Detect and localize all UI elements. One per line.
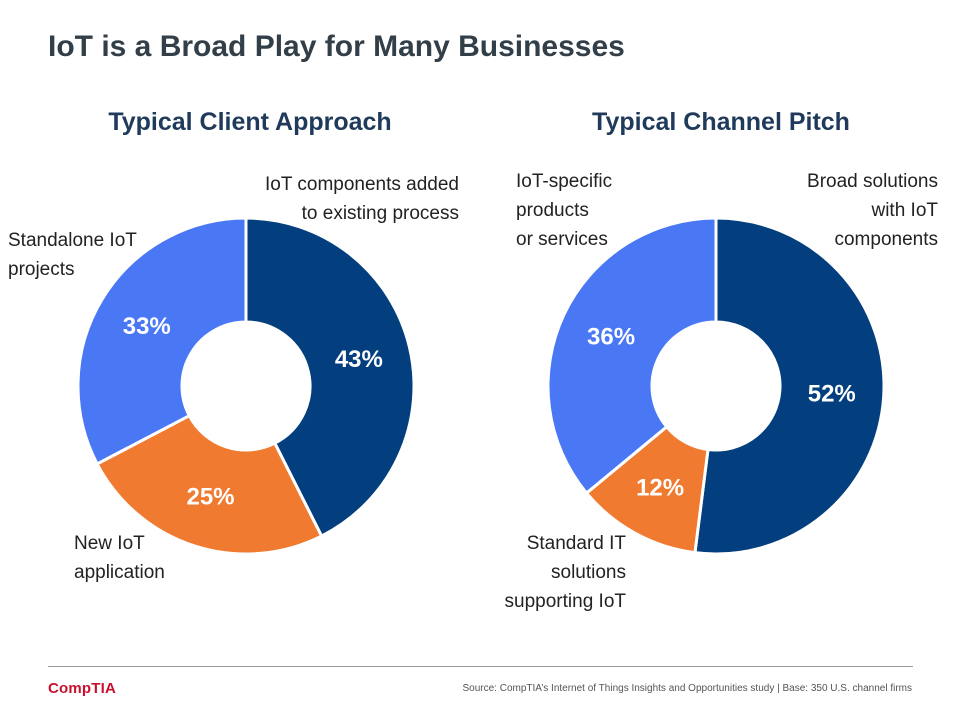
source-note: Source: CompTIA’s Internet of Things Ins…: [462, 683, 913, 694]
channel-slice-label-1: 12%: [636, 475, 684, 502]
client-slice-0: [244, 216, 416, 539]
callout-broad-solutions: Broad solutions with IoT components: [807, 171, 938, 250]
chart-title-client-approach: Typical Client Approach: [108, 108, 392, 136]
client-slice-1: [95, 413, 324, 556]
callout-standalone-projects: Standalone IoT projects: [8, 230, 137, 280]
client-slice-label-2: 33%: [123, 313, 171, 340]
chart-title-channel-pitch: Typical Channel Pitch: [592, 108, 850, 136]
comptia-logo: CompTIA: [48, 680, 117, 697]
callout-new-application: New IoT application: [74, 533, 165, 583]
client-slice-label-0: 43%: [335, 346, 383, 373]
callout-existing-process: IoT components added to existing process: [264, 174, 459, 224]
footer-divider: [48, 666, 913, 667]
channel-slice-2: [546, 216, 718, 496]
channel-slice-label-2: 36%: [587, 324, 635, 351]
channel-slice-0: [693, 216, 886, 556]
callout-standard-it: Standard IT solutions supporting IoT: [504, 533, 626, 612]
callout-iot-specific: IoT-specific products or services: [516, 171, 613, 250]
client-slice-label-1: 25%: [186, 483, 234, 510]
page-title: IoT is a Broad Play for Many Businesses: [48, 30, 625, 63]
channel-slice-label-0: 52%: [808, 380, 856, 407]
client-slice-2: [76, 216, 248, 466]
